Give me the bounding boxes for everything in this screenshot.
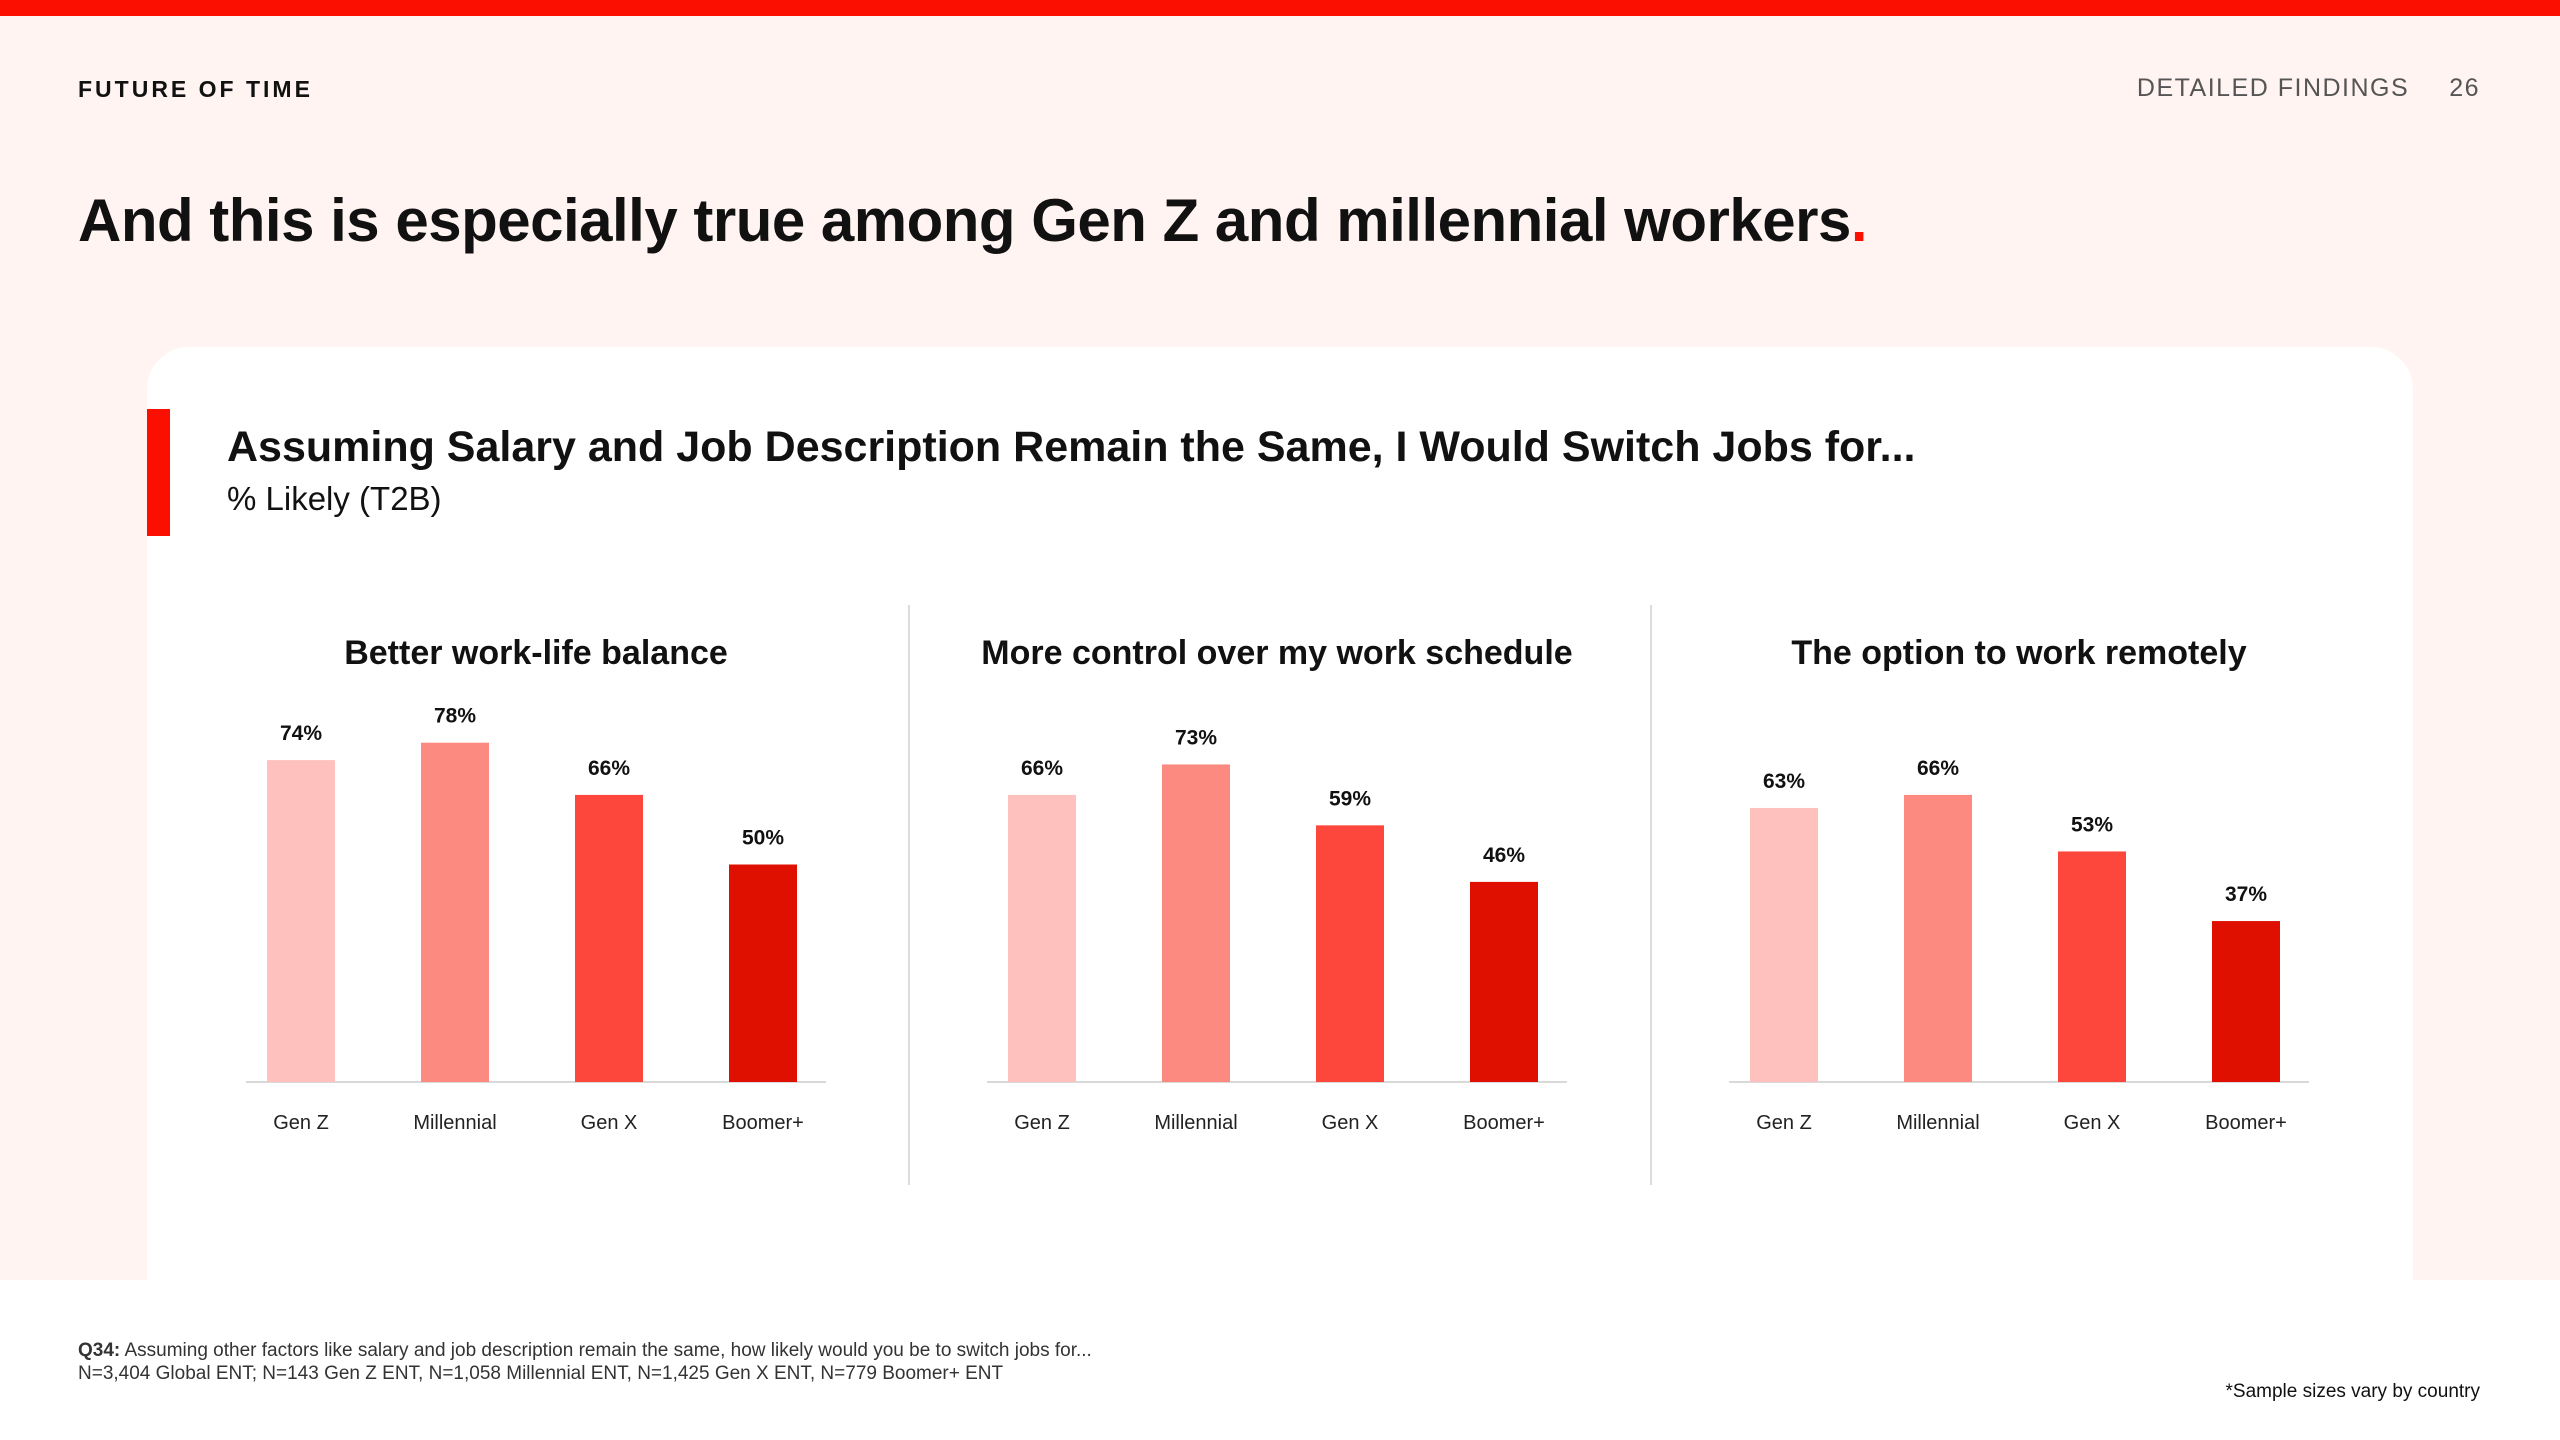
panel-title: The option to work remotely [1791, 634, 2246, 672]
chart-card [147, 347, 2413, 1280]
bar [575, 794, 643, 1082]
section-label: DETAILED FINDINGS [2136, 74, 2410, 102]
bar [1316, 825, 1384, 1082]
page-title: And this is especially true among Gen Z … [78, 186, 1867, 255]
bar [1750, 807, 1818, 1082]
bar [1008, 794, 1076, 1082]
data-label: 66% [1917, 757, 1959, 780]
footnote-question-label: Q34: [78, 1340, 121, 1361]
category-label: Gen X [2064, 1112, 2121, 1134]
category-label: Millennial [413, 1112, 496, 1134]
data-label: 73% [1175, 726, 1217, 749]
bar [2212, 921, 2280, 1082]
chart-subtitle: % Likely (T2B) [227, 480, 442, 517]
data-label: 37% [2225, 883, 2267, 906]
footnote-question-text: Assuming other factors like salary and j… [120, 1340, 1092, 1361]
category-label: Boomer+ [1463, 1112, 1545, 1134]
panel-title: Better work-life balance [344, 634, 728, 672]
sample-size-note: *Sample sizes vary by country [2225, 1381, 2481, 1402]
panel-title: More control over my work schedule [981, 634, 1572, 672]
category-label: Gen X [581, 1112, 638, 1134]
bar [729, 864, 797, 1082]
data-label: 59% [1329, 787, 1371, 810]
bar [1904, 794, 1972, 1082]
bar [1470, 881, 1538, 1082]
category-label: Boomer+ [722, 1112, 804, 1134]
bar [2058, 851, 2126, 1082]
chart-title: Assuming Salary and Job Description Rema… [227, 423, 1916, 471]
footnote-sample-sizes: N=3,404 Global ENT; N=143 Gen Z ENT, N=1… [78, 1363, 1004, 1384]
category-label: Gen X [1322, 1112, 1379, 1134]
bar [1162, 764, 1230, 1082]
section-header: DETAILED FINDINGS 26 [2137, 74, 2480, 103]
data-label: 63% [1763, 770, 1805, 793]
headline-dot: . [1850, 187, 1868, 254]
brand-label: FUTURE OF TIME [78, 76, 313, 102]
data-label: 66% [588, 757, 630, 780]
category-label: Boomer+ [2205, 1112, 2287, 1134]
page-number: 26 [2449, 74, 2480, 102]
headline-text: And this is especially true among Gen Z … [78, 187, 1851, 254]
bar [267, 760, 335, 1082]
category-label: Millennial [1154, 1112, 1237, 1134]
data-label: 78% [434, 705, 476, 728]
data-label: 50% [742, 827, 784, 850]
data-label: 74% [280, 722, 322, 745]
category-label: Millennial [1896, 1112, 1979, 1134]
top-accent-bar [0, 0, 2560, 16]
data-label: 46% [1483, 844, 1525, 867]
footnote: Q34: Assuming other factors like salary … [78, 1339, 1092, 1385]
data-label: 53% [2071, 813, 2113, 836]
footnote-question: Q34: Assuming other factors like salary … [78, 1339, 1092, 1362]
data-label: 66% [1021, 757, 1063, 780]
chart-title-accent-bar [147, 409, 170, 536]
category-label: Gen Z [1014, 1112, 1070, 1134]
category-label: Gen Z [273, 1112, 329, 1134]
category-label: Gen Z [1756, 1112, 1812, 1134]
bar [421, 742, 489, 1082]
